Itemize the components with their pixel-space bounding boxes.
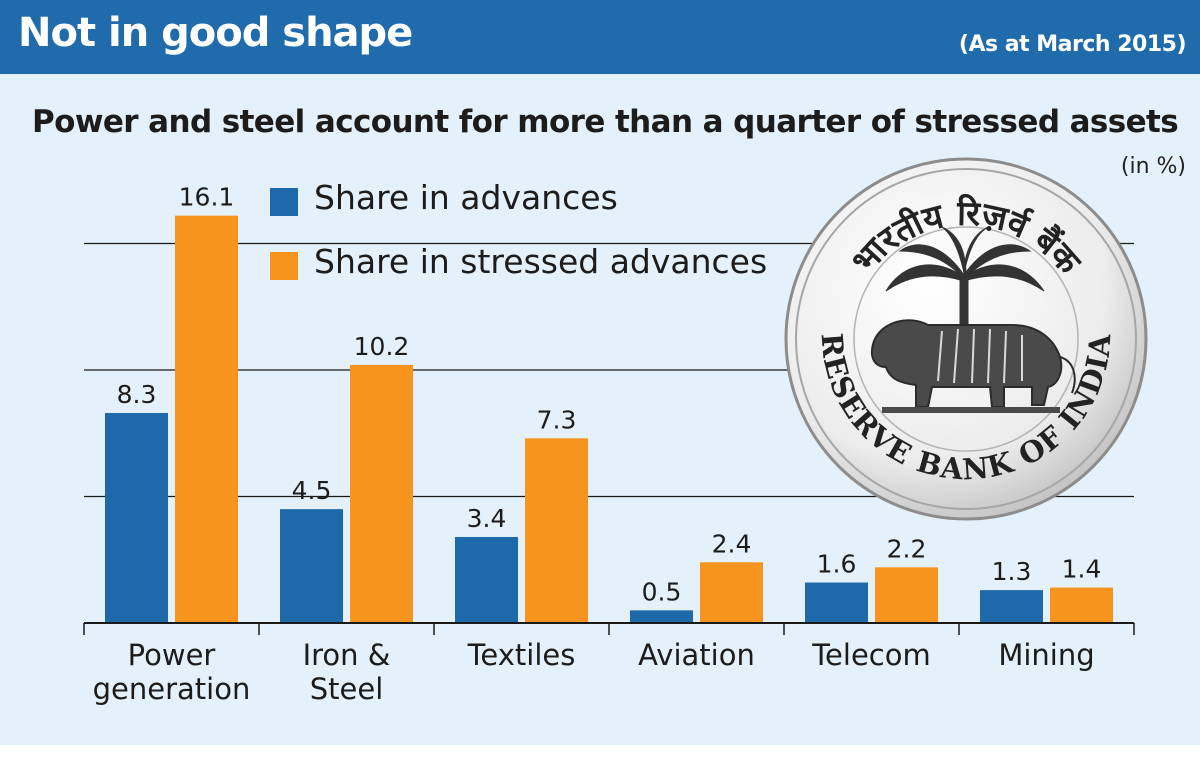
bar-advances [280, 509, 343, 623]
data-label: 2.2 [887, 534, 927, 563]
category-label: Iron & [303, 638, 391, 672]
bar-advances [455, 536, 518, 623]
bar-stressed [350, 364, 413, 623]
data-label: 16.1 [179, 183, 235, 212]
unit-label: (in %) [1120, 154, 1186, 179]
bar-advances [630, 610, 693, 623]
legend-swatch-advances [270, 188, 298, 216]
data-label: 10.2 [354, 332, 410, 361]
data-label: 1.4 [1062, 555, 1102, 584]
bar-advances [805, 582, 868, 623]
legend-label-stressed: Share in stressed advances [314, 242, 768, 281]
bar-stressed [1050, 587, 1113, 623]
data-label: 8.3 [117, 380, 157, 409]
category-label: Aviation [638, 638, 755, 672]
category-label: Steel [310, 672, 384, 706]
category-label: Power [128, 638, 216, 672]
bar-advances [105, 413, 168, 623]
header-bar: Not in good shape (As at March 2015) [0, 0, 1200, 74]
bar-stressed [175, 215, 238, 624]
bar-advances [980, 590, 1043, 623]
data-label: 1.6 [817, 550, 857, 579]
legend-label-advances: Share in advances [314, 178, 618, 217]
data-label: 2.4 [712, 529, 752, 558]
chart-subtitle: Power and steel account for more than a … [32, 104, 1179, 140]
category-label: Mining [998, 638, 1094, 672]
data-label: 3.4 [467, 504, 507, 533]
data-label: 7.3 [537, 405, 577, 434]
bar-stressed [525, 438, 588, 623]
legend-swatch-stressed [270, 252, 298, 280]
data-label: 0.5 [642, 577, 682, 606]
data-label: 1.3 [992, 557, 1032, 586]
date-note: (As at March 2015) [958, 32, 1187, 57]
category-label: Telecom [811, 638, 930, 672]
bar-stressed [700, 562, 763, 623]
category-label: Textiles [467, 638, 576, 672]
rbi-seal-logo: भारतीय रिज़र्व बैंक RESERVE BANK OF INDI… [782, 155, 1150, 523]
category-label: generation [93, 672, 251, 706]
chart-headline: Not in good shape [18, 10, 413, 56]
data-label: 4.5 [292, 476, 332, 505]
bar-stressed [875, 567, 938, 623]
